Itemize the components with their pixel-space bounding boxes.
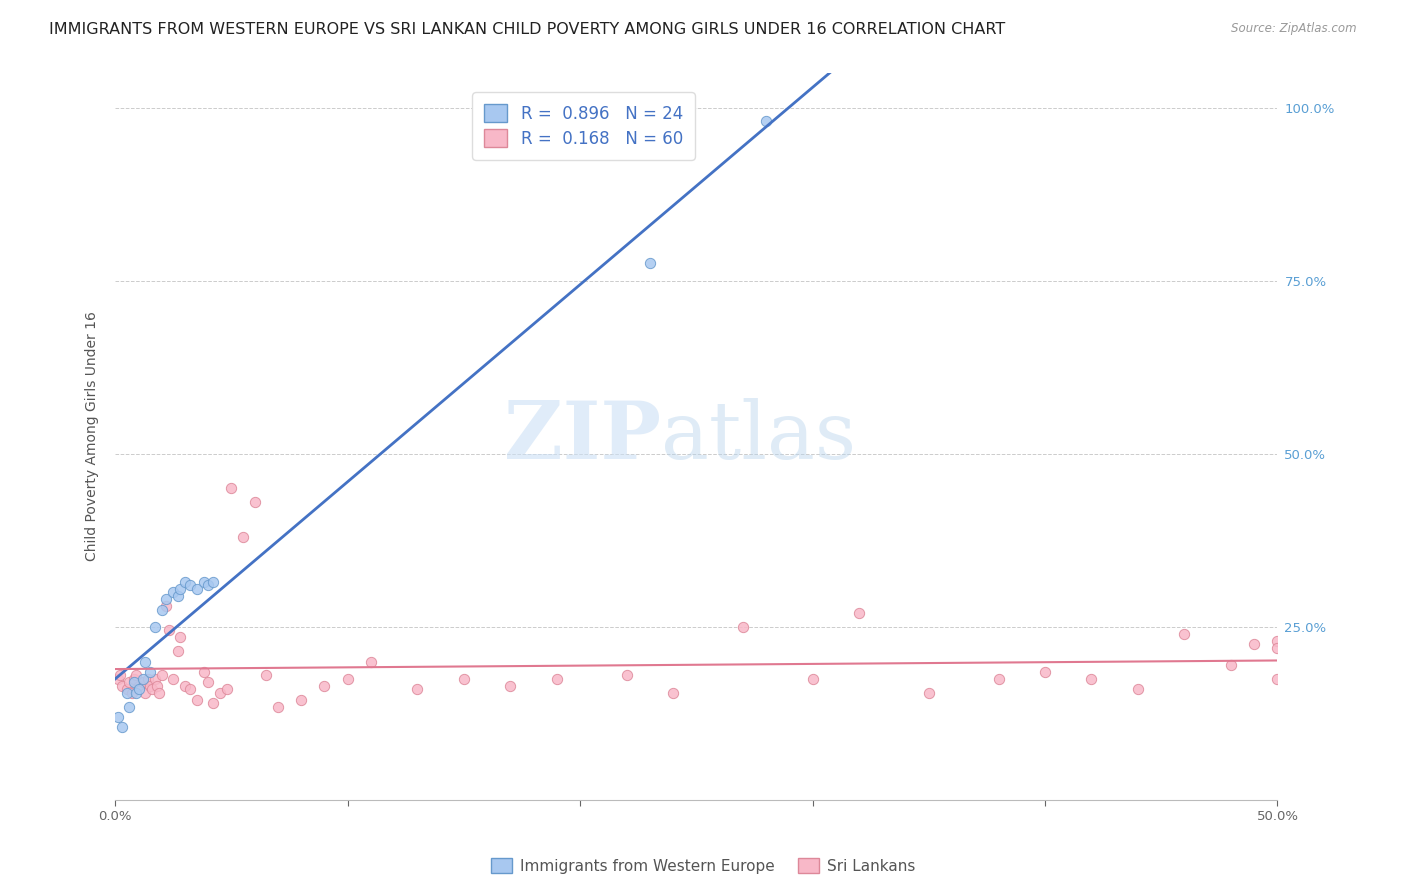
- Point: [918, 686, 941, 700]
- Point: [118, 699, 141, 714]
- Point: [157, 624, 180, 638]
- Point: [107, 710, 129, 724]
- Point: [118, 675, 141, 690]
- Point: [243, 495, 266, 509]
- Point: [197, 675, 219, 690]
- Point: [1267, 672, 1289, 686]
- Point: [115, 686, 138, 700]
- Point: [139, 665, 162, 679]
- Point: [1173, 627, 1195, 641]
- Point: [1267, 633, 1289, 648]
- Point: [453, 672, 475, 686]
- Point: [638, 256, 661, 270]
- Point: [167, 589, 190, 603]
- Point: [731, 620, 754, 634]
- Point: [267, 699, 290, 714]
- Point: [107, 672, 129, 686]
- Text: atlas: atlas: [661, 398, 856, 475]
- Point: [221, 482, 243, 496]
- Point: [186, 582, 208, 596]
- Point: [174, 574, 197, 589]
- Point: [141, 682, 163, 697]
- Point: [108, 668, 131, 682]
- Point: [148, 686, 170, 700]
- Point: [1126, 682, 1149, 697]
- Point: [314, 679, 336, 693]
- Point: [201, 696, 224, 710]
- Point: [150, 602, 173, 616]
- Point: [167, 644, 190, 658]
- Point: [146, 679, 169, 693]
- Point: [174, 679, 197, 693]
- Point: [193, 574, 215, 589]
- Point: [125, 668, 148, 682]
- Point: [1243, 637, 1265, 651]
- Point: [132, 672, 155, 686]
- Point: [111, 679, 134, 693]
- Point: [662, 686, 685, 700]
- Text: IMMIGRANTS FROM WESTERN EUROPE VS SRI LANKAN CHILD POVERTY AMONG GIRLS UNDER 16 : IMMIGRANTS FROM WESTERN EUROPE VS SRI LA…: [49, 22, 1005, 37]
- Point: [132, 675, 155, 690]
- Point: [139, 679, 162, 693]
- Point: [801, 672, 824, 686]
- Legend: R =  0.896   N = 24, R =  0.168   N = 60: R = 0.896 N = 24, R = 0.168 N = 60: [472, 92, 695, 160]
- Point: [360, 655, 382, 669]
- Point: [1267, 640, 1289, 655]
- Point: [1220, 658, 1243, 673]
- Point: [169, 631, 191, 645]
- Point: [254, 668, 277, 682]
- Point: [1080, 672, 1102, 686]
- Point: [499, 679, 522, 693]
- Point: [546, 672, 568, 686]
- Point: [169, 582, 191, 596]
- Point: [193, 665, 215, 679]
- Point: [179, 682, 201, 697]
- Text: ZIP: ZIP: [505, 398, 661, 475]
- Point: [128, 679, 150, 693]
- Point: [150, 668, 173, 682]
- Point: [336, 672, 359, 686]
- Point: [406, 682, 429, 697]
- Legend: Immigrants from Western Europe, Sri Lankans: Immigrants from Western Europe, Sri Lank…: [485, 852, 921, 880]
- Point: [232, 530, 254, 544]
- Point: [186, 692, 208, 706]
- Point: [136, 672, 159, 686]
- Y-axis label: Child Poverty Among Girls Under 16: Child Poverty Among Girls Under 16: [86, 311, 100, 561]
- Point: [162, 672, 184, 686]
- Point: [143, 672, 166, 686]
- Point: [1033, 665, 1056, 679]
- Point: [155, 592, 177, 607]
- Point: [208, 686, 231, 700]
- Point: [122, 675, 145, 690]
- Point: [128, 682, 150, 697]
- Point: [115, 682, 138, 697]
- Point: [987, 672, 1010, 686]
- Point: [616, 668, 638, 682]
- Point: [155, 599, 177, 614]
- Point: [197, 578, 219, 592]
- Point: [201, 574, 224, 589]
- Point: [134, 655, 156, 669]
- Point: [125, 686, 148, 700]
- Point: [848, 606, 870, 620]
- Point: [122, 672, 145, 686]
- Point: [121, 686, 143, 700]
- Point: [215, 682, 238, 697]
- Point: [111, 720, 134, 734]
- Point: [143, 620, 166, 634]
- Text: Source: ZipAtlas.com: Source: ZipAtlas.com: [1232, 22, 1357, 36]
- Point: [290, 692, 312, 706]
- Point: [162, 585, 184, 599]
- Point: [179, 578, 201, 592]
- Point: [755, 114, 778, 128]
- Point: [134, 686, 156, 700]
